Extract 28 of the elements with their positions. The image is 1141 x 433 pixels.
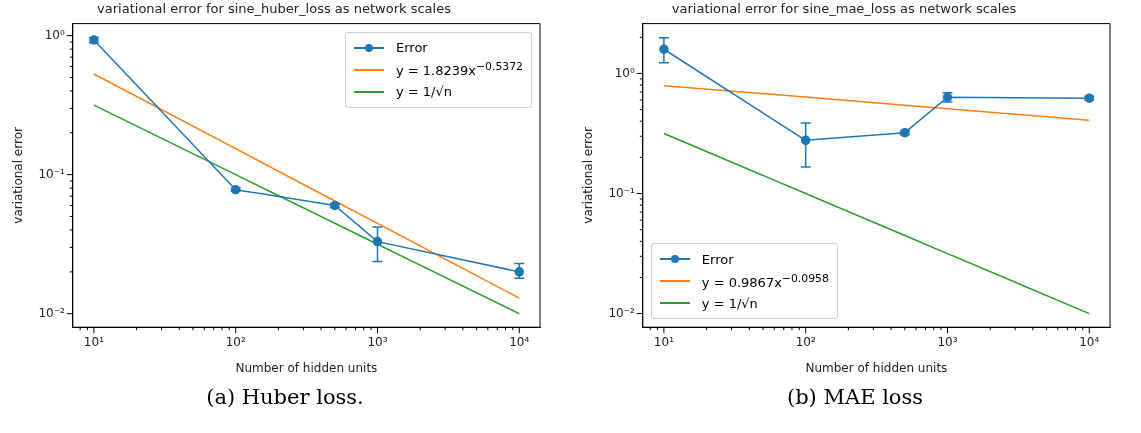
x-tick-label: 10³ (367, 334, 388, 349)
text: (a) Huber loss. (205, 385, 365, 409)
y-tick-label: 10⁻² (608, 305, 635, 320)
chart-title: variational error for sine_mae_loss as network scales (671, 1, 1017, 17)
text: (b) MAE loss (785, 385, 925, 409)
legend-label: y = 1/√n (396, 84, 453, 100)
y-tick-label: 10⁰ (614, 65, 635, 80)
x-axis-title: Number of hidden units (235, 360, 378, 375)
chart-title: variational error for sine_huber_loss as network scales (97, 1, 452, 17)
legend-label: y = 1.8239x$^{−0.5372}$ (396, 60, 523, 79)
legend-label: Error (701, 251, 734, 267)
y-tick-label: 10⁻¹ (608, 185, 635, 200)
x-tick-label: 10⁴ (509, 334, 530, 349)
legend-label: y = 0.9867x$^{−0.0958}$ (701, 272, 829, 291)
legend-label: y = 1/√n (701, 295, 758, 311)
x-tick-label: 10³ (937, 334, 958, 349)
x-tick-label: 10¹ (653, 334, 675, 349)
x-axis-title: Number of hidden units (805, 360, 948, 375)
y-tick-label: 10⁰ (44, 27, 65, 42)
y-axis-title: variational error (11, 127, 26, 224)
x-tick-label: 10⁴ (1079, 334, 1100, 349)
x-tick-label: 10² (225, 334, 246, 349)
y-tick-label: 10⁻² (38, 305, 65, 320)
y-tick-label: 10⁻¹ (38, 166, 65, 181)
y-axis-title: variational error (581, 127, 596, 224)
legend-label: Error (396, 40, 428, 56)
x-tick-label: 10² (795, 334, 816, 349)
x-tick-label: 10¹ (83, 334, 105, 349)
